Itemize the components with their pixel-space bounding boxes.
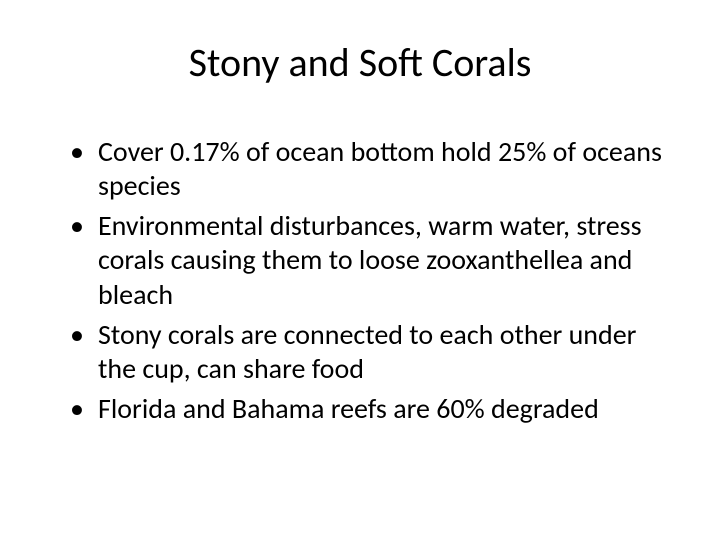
list-item: Environmental disturbances, warm water, … <box>70 209 670 311</box>
bullet-list: Cover 0.17% of ocean bottom hold 25% of … <box>50 135 670 426</box>
list-item: Cover 0.17% of ocean bottom hold 25% of … <box>70 135 670 203</box>
slide-container: Stony and Soft Corals Cover 0.17% of oce… <box>0 0 720 540</box>
slide-title: Stony and Soft Corals <box>50 38 670 87</box>
list-item: Stony corals are connected to each other… <box>70 318 670 386</box>
list-item: Florida and Bahama reefs are 60% degrade… <box>70 392 670 426</box>
